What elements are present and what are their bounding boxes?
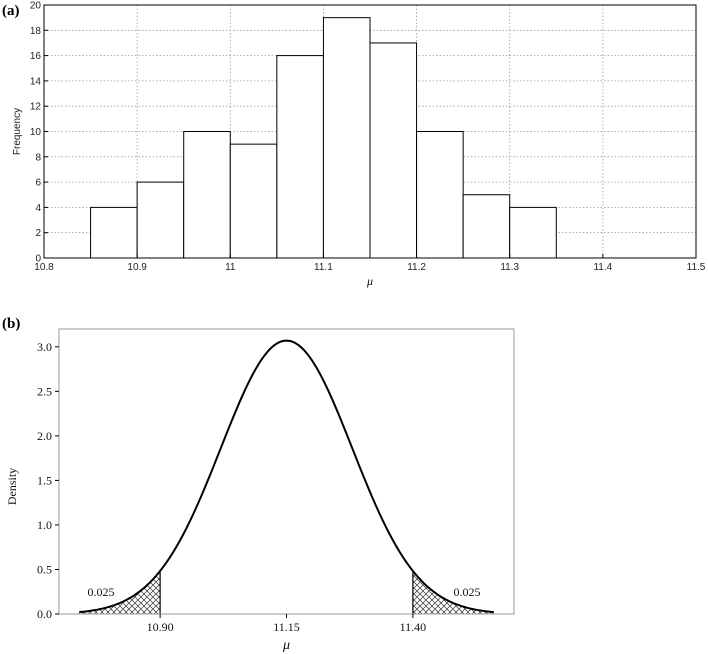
histogram-y-tick-label: 14 (30, 76, 42, 87)
histogram-x-tick-label: 11.3 (500, 262, 519, 273)
density-curve (79, 339, 494, 614)
histogram-x-tick-label: 10.9 (127, 262, 147, 273)
density-y-tick-label: 2.0 (37, 429, 52, 443)
density-frame (58, 328, 515, 615)
histogram-bar (509, 206, 557, 259)
histogram-y-tick-label: 16 (30, 51, 42, 62)
tail-probability-label: 0.025 (454, 585, 481, 599)
histogram-y-tick-label: 10 (30, 127, 42, 138)
histogram-bar (416, 131, 464, 259)
histogram-bar (462, 194, 511, 259)
density-y-label: Density (5, 468, 19, 505)
histogram-ticks: 10.8 10.9 11 11.1 11.2 11.3 11.4 11.5 0 2 4 6 8 10 12 1… (30, 1, 706, 274)
histogram-y-tick-label: 18 (30, 26, 42, 37)
histogram-y-tick-label: 4 (35, 203, 41, 214)
shaded-tail (412, 570, 494, 614)
histogram-bar (90, 206, 138, 259)
density-x-tick-label: 10.90 (147, 620, 174, 634)
histogram-bar (136, 181, 185, 259)
histogram-y-tick-label: 0 (35, 254, 41, 265)
histogram-x-tick-label: 11.5 (687, 262, 706, 273)
density-y-tick-label: 0.5 (37, 562, 52, 576)
density-x-label: μ (282, 638, 290, 653)
histogram-y-tick-label: 2 (35, 228, 41, 239)
tail-probability-label: 0.025 (88, 585, 115, 599)
density-y-tick-label: 3.0 (37, 340, 52, 354)
histogram-y-tick-label: 6 (35, 178, 41, 189)
density-y-tick-label: 0.0 (37, 607, 52, 621)
density-shaded-tails: 0.025 0.025 (79, 570, 494, 614)
histogram-bar (276, 55, 324, 259)
histogram-bar (322, 17, 371, 259)
histogram-bars (90, 17, 557, 259)
density-ticks: 10.90 11.15 11.40 0.0 0.5 1.0 1.5 2.0 2.5 3.0 (37, 340, 426, 634)
histogram-y-label: Frequency (12, 108, 23, 155)
histogram-y-tick-label: 20 (30, 1, 42, 12)
histogram-x-tick-label: 11.2 (407, 262, 426, 273)
histogram-bar (229, 143, 278, 259)
histogram-x-tick-label: 11.1 (314, 262, 333, 273)
histogram-y-tick-label: 12 (30, 102, 42, 113)
density-y-tick-label: 1.5 (37, 473, 52, 487)
histogram-x-tick-label: 11.4 (593, 262, 612, 273)
density-y-tick-label: 2.5 (37, 384, 52, 398)
histogram-x-tick-label: 10.8 (34, 262, 54, 273)
histogram-x-tick-label: 11 (225, 262, 236, 273)
shaded-tail (79, 570, 161, 614)
density-x-tick-label: 11.40 (400, 620, 427, 634)
panel-b-label: (b) (2, 316, 20, 332)
density-y-tick-label: 1.0 (37, 518, 52, 532)
histogram-bar (183, 131, 231, 259)
panel-a-label: (a) (2, 3, 20, 19)
histogram-bar (369, 42, 418, 259)
histogram-y-tick-label: 8 (35, 152, 41, 163)
histogram-x-label: μ (366, 274, 373, 288)
density-x-tick-label: 11.15 (273, 620, 300, 634)
